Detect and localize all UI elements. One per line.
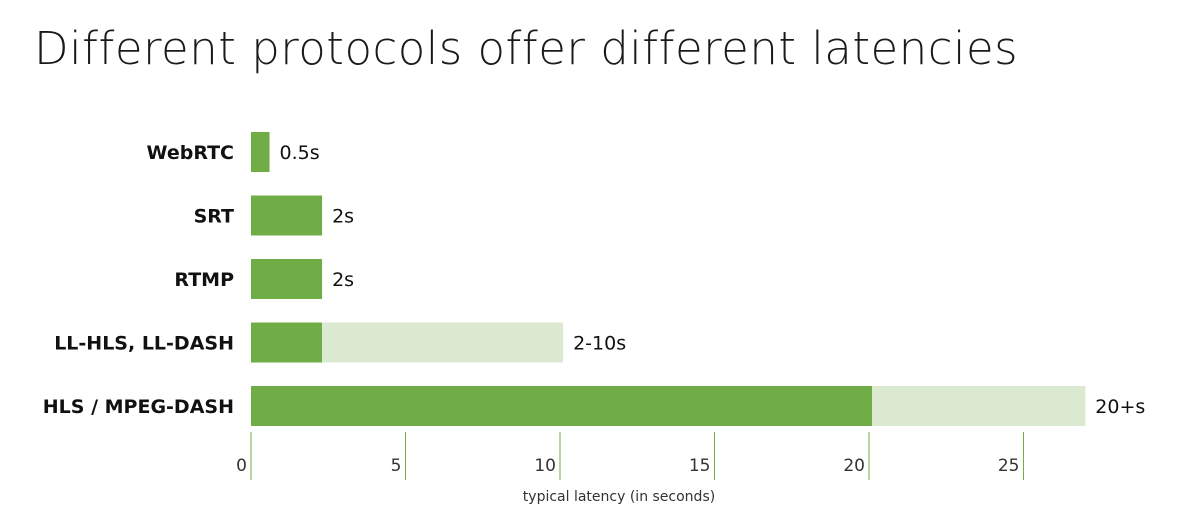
x-axis-ticks: 0 5 10 15 20 25 xyxy=(236,432,1024,480)
bar-webrtc-typical xyxy=(251,132,270,172)
data-label-hls-mpeg-dash: 20+s xyxy=(1095,396,1145,418)
bars-group xyxy=(251,132,1086,426)
bar-ll-hls-ll-dash-range xyxy=(322,322,564,363)
data-label-rtmp: 2s xyxy=(332,269,354,291)
category-label-srt: SRT xyxy=(194,206,234,228)
x-tick-label-20: 20 xyxy=(843,456,865,476)
category-label-webrtc: WebRTC xyxy=(147,142,234,164)
data-label-srt: 2s xyxy=(332,206,354,228)
category-label-hls-mpeg-dash: HLS / MPEG-DASH xyxy=(43,396,234,418)
x-tick-label-10: 10 xyxy=(534,456,556,476)
x-tick-label-15: 15 xyxy=(689,456,711,476)
category-label-rtmp: RTMP xyxy=(174,269,234,291)
x-tick-label-0: 0 xyxy=(236,456,247,476)
category-label-ll-hls-ll-dash: LL-HLS, LL-DASH xyxy=(54,333,234,355)
data-label-ll-hls-ll-dash: 2-10s xyxy=(573,333,626,355)
x-tick-label-25: 25 xyxy=(998,456,1020,476)
data-labels: 0.5s 2s 2s 2-10s 20+s xyxy=(280,142,1146,418)
data-label-webrtc: 0.5s xyxy=(280,142,320,164)
x-tick-label-5: 5 xyxy=(391,456,402,476)
x-axis-title: typical latency (in seconds) xyxy=(523,489,715,505)
bar-hls-mpeg-dash-typical xyxy=(251,386,873,426)
bar-srt-typical xyxy=(251,195,323,236)
slide-title: Different protocols offer different late… xyxy=(34,22,1019,75)
bar-ll-hls-ll-dash-typical xyxy=(251,322,323,363)
bar-hls-mpeg-dash-range xyxy=(872,386,1086,426)
bar-rtmp-typical xyxy=(251,259,323,299)
category-labels: WebRTC SRT RTMP LL-HLS, LL-DASH HLS / MPEG-D… xyxy=(43,142,234,418)
